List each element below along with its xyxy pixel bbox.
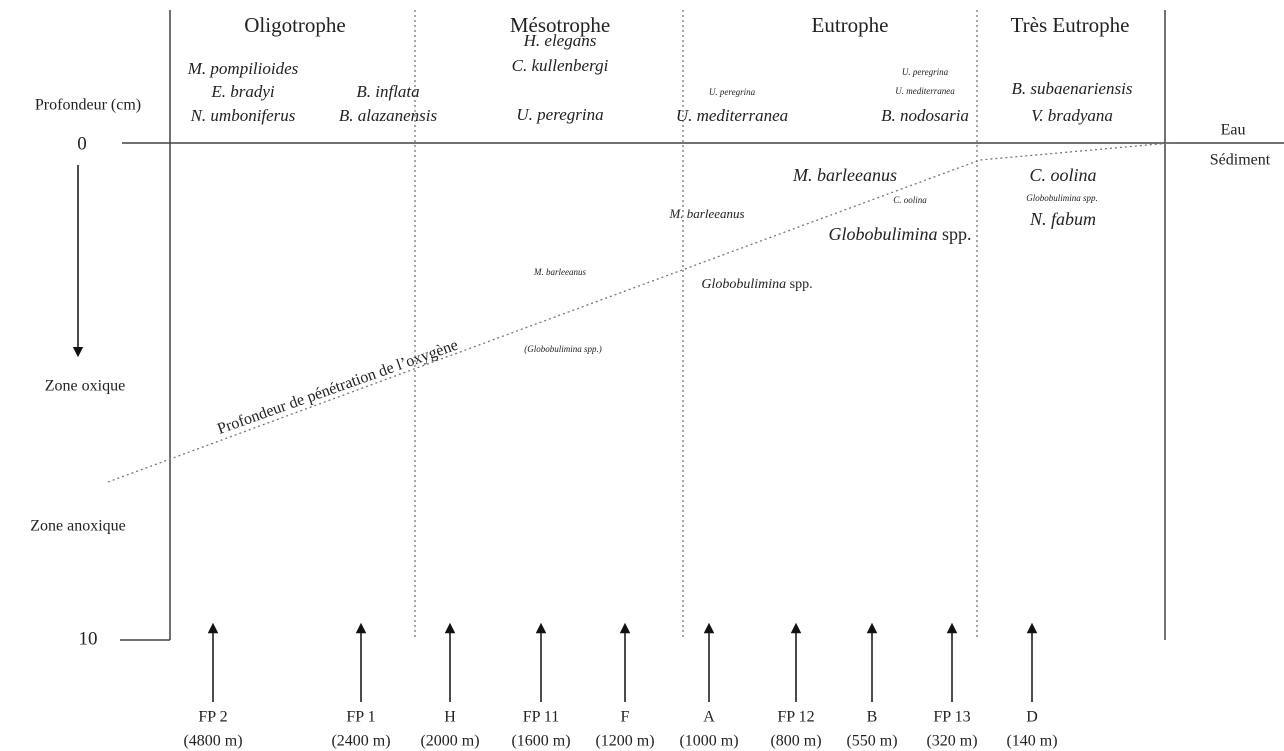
station-name: H — [444, 709, 456, 726]
axis-bottom: 10 — [79, 628, 98, 649]
sediment-label: Sédiment — [1210, 152, 1271, 169]
station-depth: (2400 m) — [331, 733, 390, 750]
species-label: Globobulimina spp. — [828, 224, 971, 244]
axis-title: Profondeur (cm) — [35, 97, 141, 114]
species-label: N. umboniferus — [190, 106, 296, 125]
species-label: C. oolina — [1029, 165, 1096, 185]
species-label: M. barleeanus — [533, 267, 586, 277]
station-depth: (4800 m) — [183, 733, 242, 750]
station-name: FP 2 — [198, 709, 227, 726]
station-depth: (2000 m) — [420, 733, 479, 750]
species-label: M. pompilioides — [187, 59, 299, 78]
zone-title: Mésotrophe — [510, 13, 610, 37]
zone-label: Zone oxique — [45, 378, 125, 395]
dividers — [107, 10, 1171, 640]
station-depth: (800 m) — [770, 733, 821, 750]
station-depth: (140 m) — [1006, 733, 1057, 750]
station-name: D — [1026, 709, 1038, 726]
species-label: U. mediterranea — [895, 86, 955, 96]
species-label: B. nodosaria — [881, 106, 969, 125]
station-name: A — [703, 709, 715, 726]
species-label: M. barleeanus — [792, 165, 897, 185]
zone-title: Eutrophe — [812, 13, 889, 37]
species-name: M. barleeanus — [668, 206, 744, 221]
species-name: N. fabum — [1029, 209, 1096, 229]
species-name: M. barleeanus — [533, 267, 586, 277]
species-label: H. elegans — [523, 31, 597, 50]
station-depth: (550 m) — [846, 733, 897, 750]
species-label: C. oolina — [893, 195, 927, 205]
species-label: U. mediterranea — [676, 106, 788, 125]
species-label: N. fabum — [1029, 209, 1096, 229]
zone-label: Zone anoxique — [30, 518, 126, 535]
species-name: Globobulimina — [701, 277, 786, 292]
species-label: U. peregrina — [709, 87, 756, 97]
species-name: C. oolina — [1029, 165, 1096, 185]
species-name: C. oolina — [893, 195, 927, 205]
species-label: C. kullenbergi — [512, 56, 609, 75]
species-suffix: spp. — [942, 224, 972, 244]
species-label: B. inflata — [356, 82, 419, 101]
species-label: U. peregrina — [902, 67, 949, 77]
species-label: V. bradyana — [1031, 106, 1113, 125]
axis-top: 0 — [77, 133, 87, 154]
station-depth: (1000 m) — [679, 733, 738, 750]
species-label: Globobulimina spp. — [701, 277, 812, 292]
oxygen-label: Profondeur de pénétration de l’oxygène — [215, 337, 460, 438]
species-name: (Globobulimina spp.) — [524, 344, 602, 354]
species-name: M. barleeanus — [792, 165, 897, 185]
species-label: (Globobulimina spp.) — [524, 344, 602, 354]
water-label: Eau — [1221, 122, 1246, 139]
station-name: FP 11 — [523, 709, 560, 726]
species-label: E. bradyi — [210, 82, 275, 101]
station-depth: (320 m) — [926, 733, 977, 750]
station-depth: (1200 m) — [595, 733, 654, 750]
species-label: U. peregrina — [516, 105, 603, 124]
zone-title: Très Eutrophe — [1011, 13, 1130, 37]
species-label: B. alazanensis — [339, 106, 438, 125]
station-name: FP 13 — [933, 709, 970, 726]
species-name: Globobulimina spp. — [1026, 193, 1098, 203]
species-suffix: spp. — [790, 277, 813, 292]
species-label: M. barleeanus — [668, 206, 744, 221]
station-name: FP 1 — [346, 709, 375, 726]
station-name: F — [621, 709, 630, 726]
species-label: Globobulimina spp. — [1026, 193, 1098, 203]
species-label: B. subaenariensis — [1012, 79, 1133, 98]
species-name: Globobulimina — [828, 224, 937, 244]
oxygen-line — [107, 142, 1171, 483]
station-name: B — [867, 709, 878, 726]
zone-title: Oligotrophe — [244, 13, 345, 37]
station-name: FP 12 — [777, 709, 814, 726]
station-depth: (1600 m) — [511, 733, 570, 750]
frame — [120, 10, 1284, 641]
